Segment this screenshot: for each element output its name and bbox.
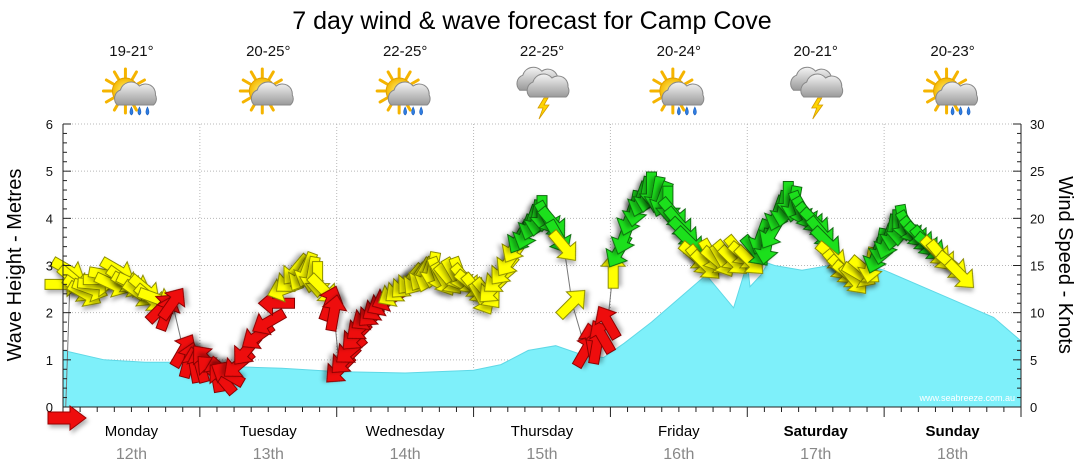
left-axis: 0 1 2 3 4 5 6 bbox=[46, 117, 71, 415]
storm-icon bbox=[516, 66, 570, 120]
day-temperature: 19-21° bbox=[109, 43, 153, 60]
day-name: Saturday bbox=[784, 423, 849, 440]
day-temperature: 20-21° bbox=[794, 43, 838, 60]
left-tick-label: 6 bbox=[46, 117, 53, 132]
wind-leader-line bbox=[65, 284, 71, 408]
weather-row: 19-21° 20-25° 22-25° 22-25° 20-24° 20-21° 20-2… bbox=[101, 43, 979, 120]
sun-cloud-rain-icon bbox=[649, 67, 705, 116]
y-axis-left-title: Wave Height - Metres bbox=[4, 169, 26, 362]
day-name: Wednesday bbox=[366, 423, 445, 440]
wind-arrow bbox=[252, 308, 288, 336]
storm-icon bbox=[790, 66, 844, 120]
sun-cloud-rain-icon bbox=[375, 67, 431, 116]
sun-cloud-rain-icon bbox=[101, 67, 157, 116]
chart-title: 7 day wind & wave forecast for Camp Cove bbox=[292, 7, 771, 35]
day-date: 12th bbox=[116, 446, 147, 463]
day-date: 14th bbox=[390, 446, 421, 463]
y-axis-right-title: Wind Speed - Knots bbox=[1054, 176, 1076, 354]
left-tick-label: 0 bbox=[46, 400, 53, 415]
left-tick-label: 4 bbox=[46, 211, 53, 226]
left-tick-label: 1 bbox=[46, 353, 53, 368]
right-tick-label: 10 bbox=[1030, 306, 1044, 321]
day-date: 13th bbox=[253, 446, 284, 463]
day-temperature: 22-25° bbox=[383, 43, 427, 60]
wind-arrow bbox=[547, 228, 577, 261]
day-name: Friday bbox=[658, 423, 700, 440]
watermark: www.seabreeze.com.au bbox=[918, 393, 1015, 403]
day-date: 18th bbox=[937, 446, 968, 463]
day-date: 15th bbox=[526, 446, 557, 463]
day-temperature: 20-25° bbox=[246, 43, 290, 60]
day-temperature: 20-23° bbox=[930, 43, 974, 60]
right-tick-label: 30 bbox=[1030, 117, 1044, 132]
wave-height-area bbox=[62, 262, 1022, 408]
wind-arrow bbox=[257, 290, 295, 317]
left-tick-label: 3 bbox=[46, 259, 53, 274]
right-tick-label: 0 bbox=[1030, 400, 1037, 415]
wind-arrow bbox=[943, 257, 975, 289]
day-temperature: 20-24° bbox=[657, 43, 701, 60]
wind-arrows bbox=[44, 171, 975, 397]
day-name: Thursday bbox=[511, 423, 574, 440]
left-tick-label: 2 bbox=[46, 306, 53, 321]
right-tick-label: 15 bbox=[1030, 259, 1044, 274]
sun-cloud-icon bbox=[238, 67, 294, 115]
wind-arrow bbox=[589, 320, 617, 356]
right-axis: 0 5 10 15 20 25 30 bbox=[1013, 117, 1044, 415]
wind-arrow bbox=[157, 287, 186, 322]
now-marker-arrow bbox=[47, 405, 87, 431]
sun-cloud-rain-icon bbox=[923, 67, 979, 116]
day-date: 16th bbox=[663, 446, 694, 463]
day-name: Tuesday bbox=[240, 423, 297, 440]
right-tick-label: 5 bbox=[1030, 353, 1037, 368]
left-tick-label: 5 bbox=[46, 164, 53, 179]
right-tick-label: 25 bbox=[1030, 164, 1044, 179]
day-temperature: 22-25° bbox=[520, 43, 564, 60]
wind-arrow bbox=[321, 294, 348, 332]
day-name: Monday bbox=[105, 423, 159, 440]
x-axis: Monday 12th Tuesday 13th Wednesday 14th Thursd… bbox=[62, 406, 1022, 463]
right-tick-label: 20 bbox=[1030, 211, 1044, 226]
wind-arrow bbox=[555, 289, 586, 321]
day-name: Sunday bbox=[925, 423, 980, 440]
wind-arrow bbox=[594, 305, 622, 341]
day-date: 17th bbox=[800, 446, 831, 463]
